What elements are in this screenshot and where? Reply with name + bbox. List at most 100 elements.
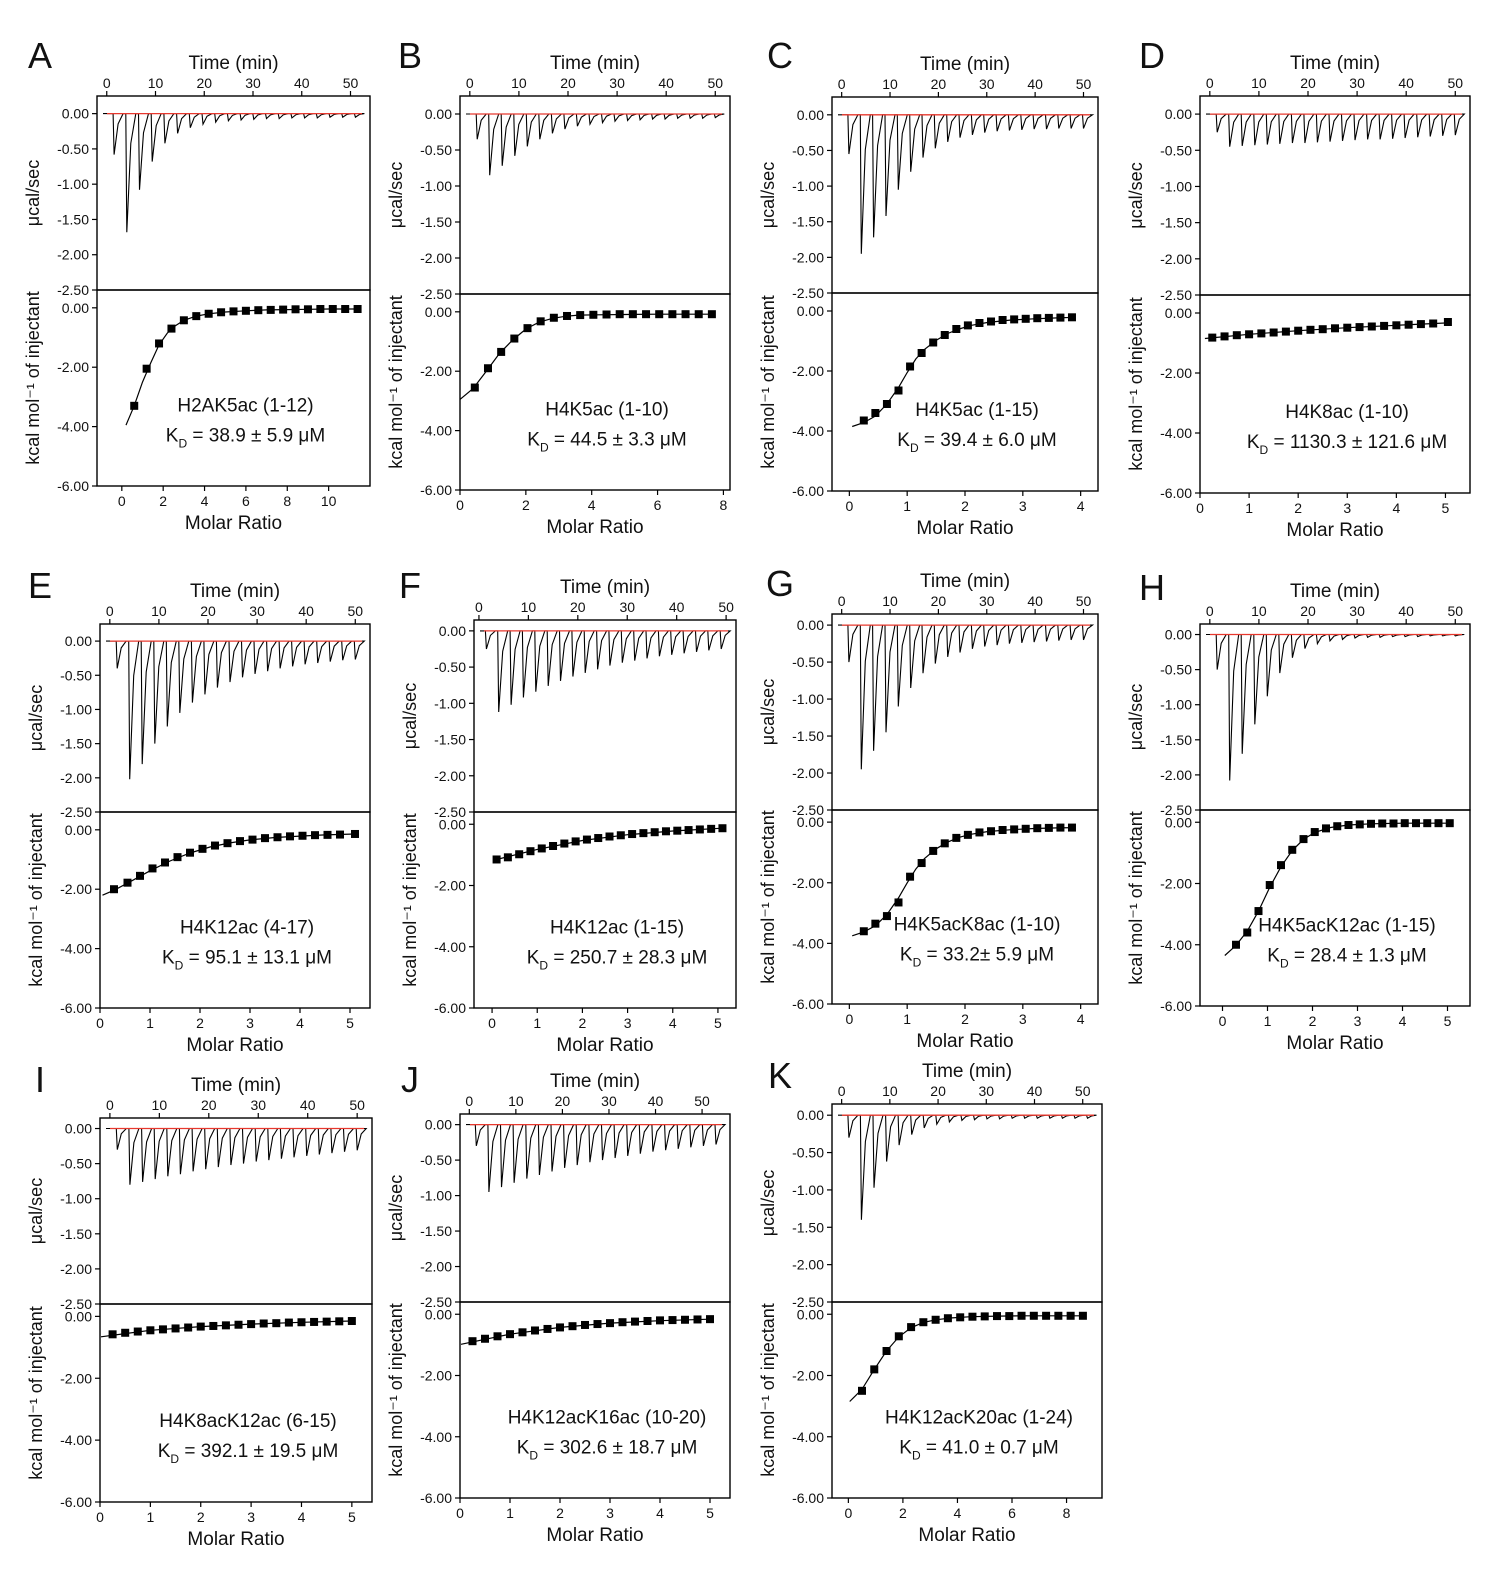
- data-point: [615, 310, 624, 319]
- data-point: [907, 1323, 916, 1332]
- x-tick-label: 6: [1008, 1505, 1016, 1521]
- isotherm-frame: [1199, 294, 1471, 494]
- time-tick-label: 0: [838, 76, 846, 92]
- data-point: [506, 1330, 514, 1339]
- upper-y-tick-label: -2.00: [792, 249, 824, 265]
- x-tick-label: 5: [706, 1505, 714, 1521]
- isotherm-frame: [473, 811, 737, 1009]
- x-tick-label: 0: [118, 493, 126, 509]
- upper-y-tick-label: -2.00: [60, 1261, 92, 1277]
- data-point: [247, 1320, 256, 1329]
- time-tick-label: 10: [508, 1093, 524, 1109]
- x-tick-label: 2: [961, 1011, 969, 1027]
- upper-y-tick-label: 0.00: [425, 106, 452, 122]
- upper-y-tick-label: -2.00: [420, 250, 452, 266]
- peptide-label: H4K5ac (1-10): [545, 400, 669, 421]
- upper-y-tick-label: -1.00: [792, 1182, 824, 1198]
- data-point: [568, 1322, 577, 1331]
- lower-y-tick-label: 0.00: [65, 822, 92, 838]
- lower-y-tick-label: -2.00: [60, 1370, 92, 1386]
- data-point: [1445, 819, 1454, 828]
- data-point: [537, 844, 546, 853]
- x-tick-label: 6: [654, 497, 662, 513]
- time-tick-label: 40: [1027, 76, 1043, 92]
- upper-y-tick-label: -1.00: [1160, 178, 1192, 194]
- data-point: [261, 834, 269, 843]
- lower-y-tick-label: -2.00: [792, 363, 824, 379]
- x-axis-title: Molar Ratio: [185, 513, 282, 534]
- time-tick-label: 30: [979, 593, 995, 609]
- data-point: [1277, 861, 1285, 870]
- data-point: [661, 827, 670, 836]
- time-tick-label: 40: [1027, 593, 1043, 609]
- lower-y-tick-label: -6.00: [57, 478, 89, 494]
- x-tick-label: 8: [1063, 1505, 1071, 1521]
- data-point: [310, 1317, 319, 1326]
- lower-y-tick-label: 0.00: [1165, 814, 1192, 830]
- x-tick-label: 0: [488, 1015, 496, 1031]
- data-point: [1243, 928, 1252, 937]
- time-axis-title: Time (min): [1290, 53, 1380, 74]
- data-point: [956, 1313, 965, 1322]
- time-tick-label: 20: [201, 1097, 217, 1113]
- data-point: [526, 847, 535, 856]
- data-point: [642, 310, 651, 319]
- data-point: [605, 832, 614, 841]
- lower-y-tick-label: -6.00: [60, 1000, 92, 1016]
- data-point: [1331, 324, 1339, 333]
- lower-y-tick-label: 0.00: [797, 1306, 824, 1322]
- data-point: [1269, 328, 1278, 337]
- data-point: [594, 834, 603, 843]
- upper-y-axis-title: μcal/sec: [758, 162, 778, 228]
- x-tick-label: 8: [720, 497, 728, 513]
- time-tick-label: 30: [978, 1083, 994, 1099]
- upper-y-tick-label: -0.50: [1160, 142, 1192, 158]
- x-tick-label: 3: [1354, 1013, 1362, 1029]
- time-tick-label: 40: [300, 1097, 316, 1113]
- x-axis-title: Molar Ratio: [186, 1035, 283, 1056]
- upper-y-tick-label: -1.50: [1160, 215, 1192, 231]
- data-point: [975, 319, 984, 327]
- panel-label: K: [768, 1055, 792, 1096]
- data-point: [894, 386, 903, 395]
- data-point: [582, 835, 591, 844]
- data-point: [963, 321, 972, 330]
- data-point: [1056, 313, 1065, 322]
- data-point: [322, 1317, 331, 1326]
- data-point: [549, 313, 558, 322]
- time-tick-label: 20: [930, 1083, 946, 1099]
- time-tick-label: 0: [466, 75, 474, 91]
- data-point: [1021, 314, 1030, 323]
- data-point: [161, 858, 169, 867]
- data-point: [468, 1337, 477, 1346]
- isotherm-frame: [459, 293, 731, 491]
- data-point: [931, 1315, 940, 1324]
- data-point: [196, 1322, 205, 1331]
- upper-y-tick-label: 0.00: [425, 1117, 452, 1133]
- x-tick-label: 10: [321, 493, 337, 509]
- upper-y-tick-label: -0.50: [420, 142, 452, 158]
- data-point: [1434, 819, 1443, 828]
- data-point: [259, 1319, 268, 1328]
- upper-y-tick-label: -2.00: [1160, 767, 1192, 783]
- data-point: [882, 400, 891, 408]
- upper-y-tick-label: -0.50: [57, 141, 89, 157]
- upper-y-axis-title: μcal/sec: [400, 683, 420, 749]
- time-tick-label: 10: [148, 75, 164, 91]
- data-point: [602, 310, 611, 319]
- data-point: [536, 317, 545, 326]
- x-tick-label: 5: [714, 1015, 722, 1031]
- upper-y-tick-label: -0.50: [420, 1152, 452, 1168]
- x-tick-label: 3: [247, 1509, 255, 1525]
- x-tick-label: 1: [533, 1015, 541, 1031]
- data-point: [952, 833, 961, 842]
- data-point: [943, 1314, 952, 1323]
- x-axis-title: Molar Ratio: [1286, 1033, 1383, 1054]
- thermogram-frame: [831, 96, 1099, 294]
- data-point: [173, 853, 182, 862]
